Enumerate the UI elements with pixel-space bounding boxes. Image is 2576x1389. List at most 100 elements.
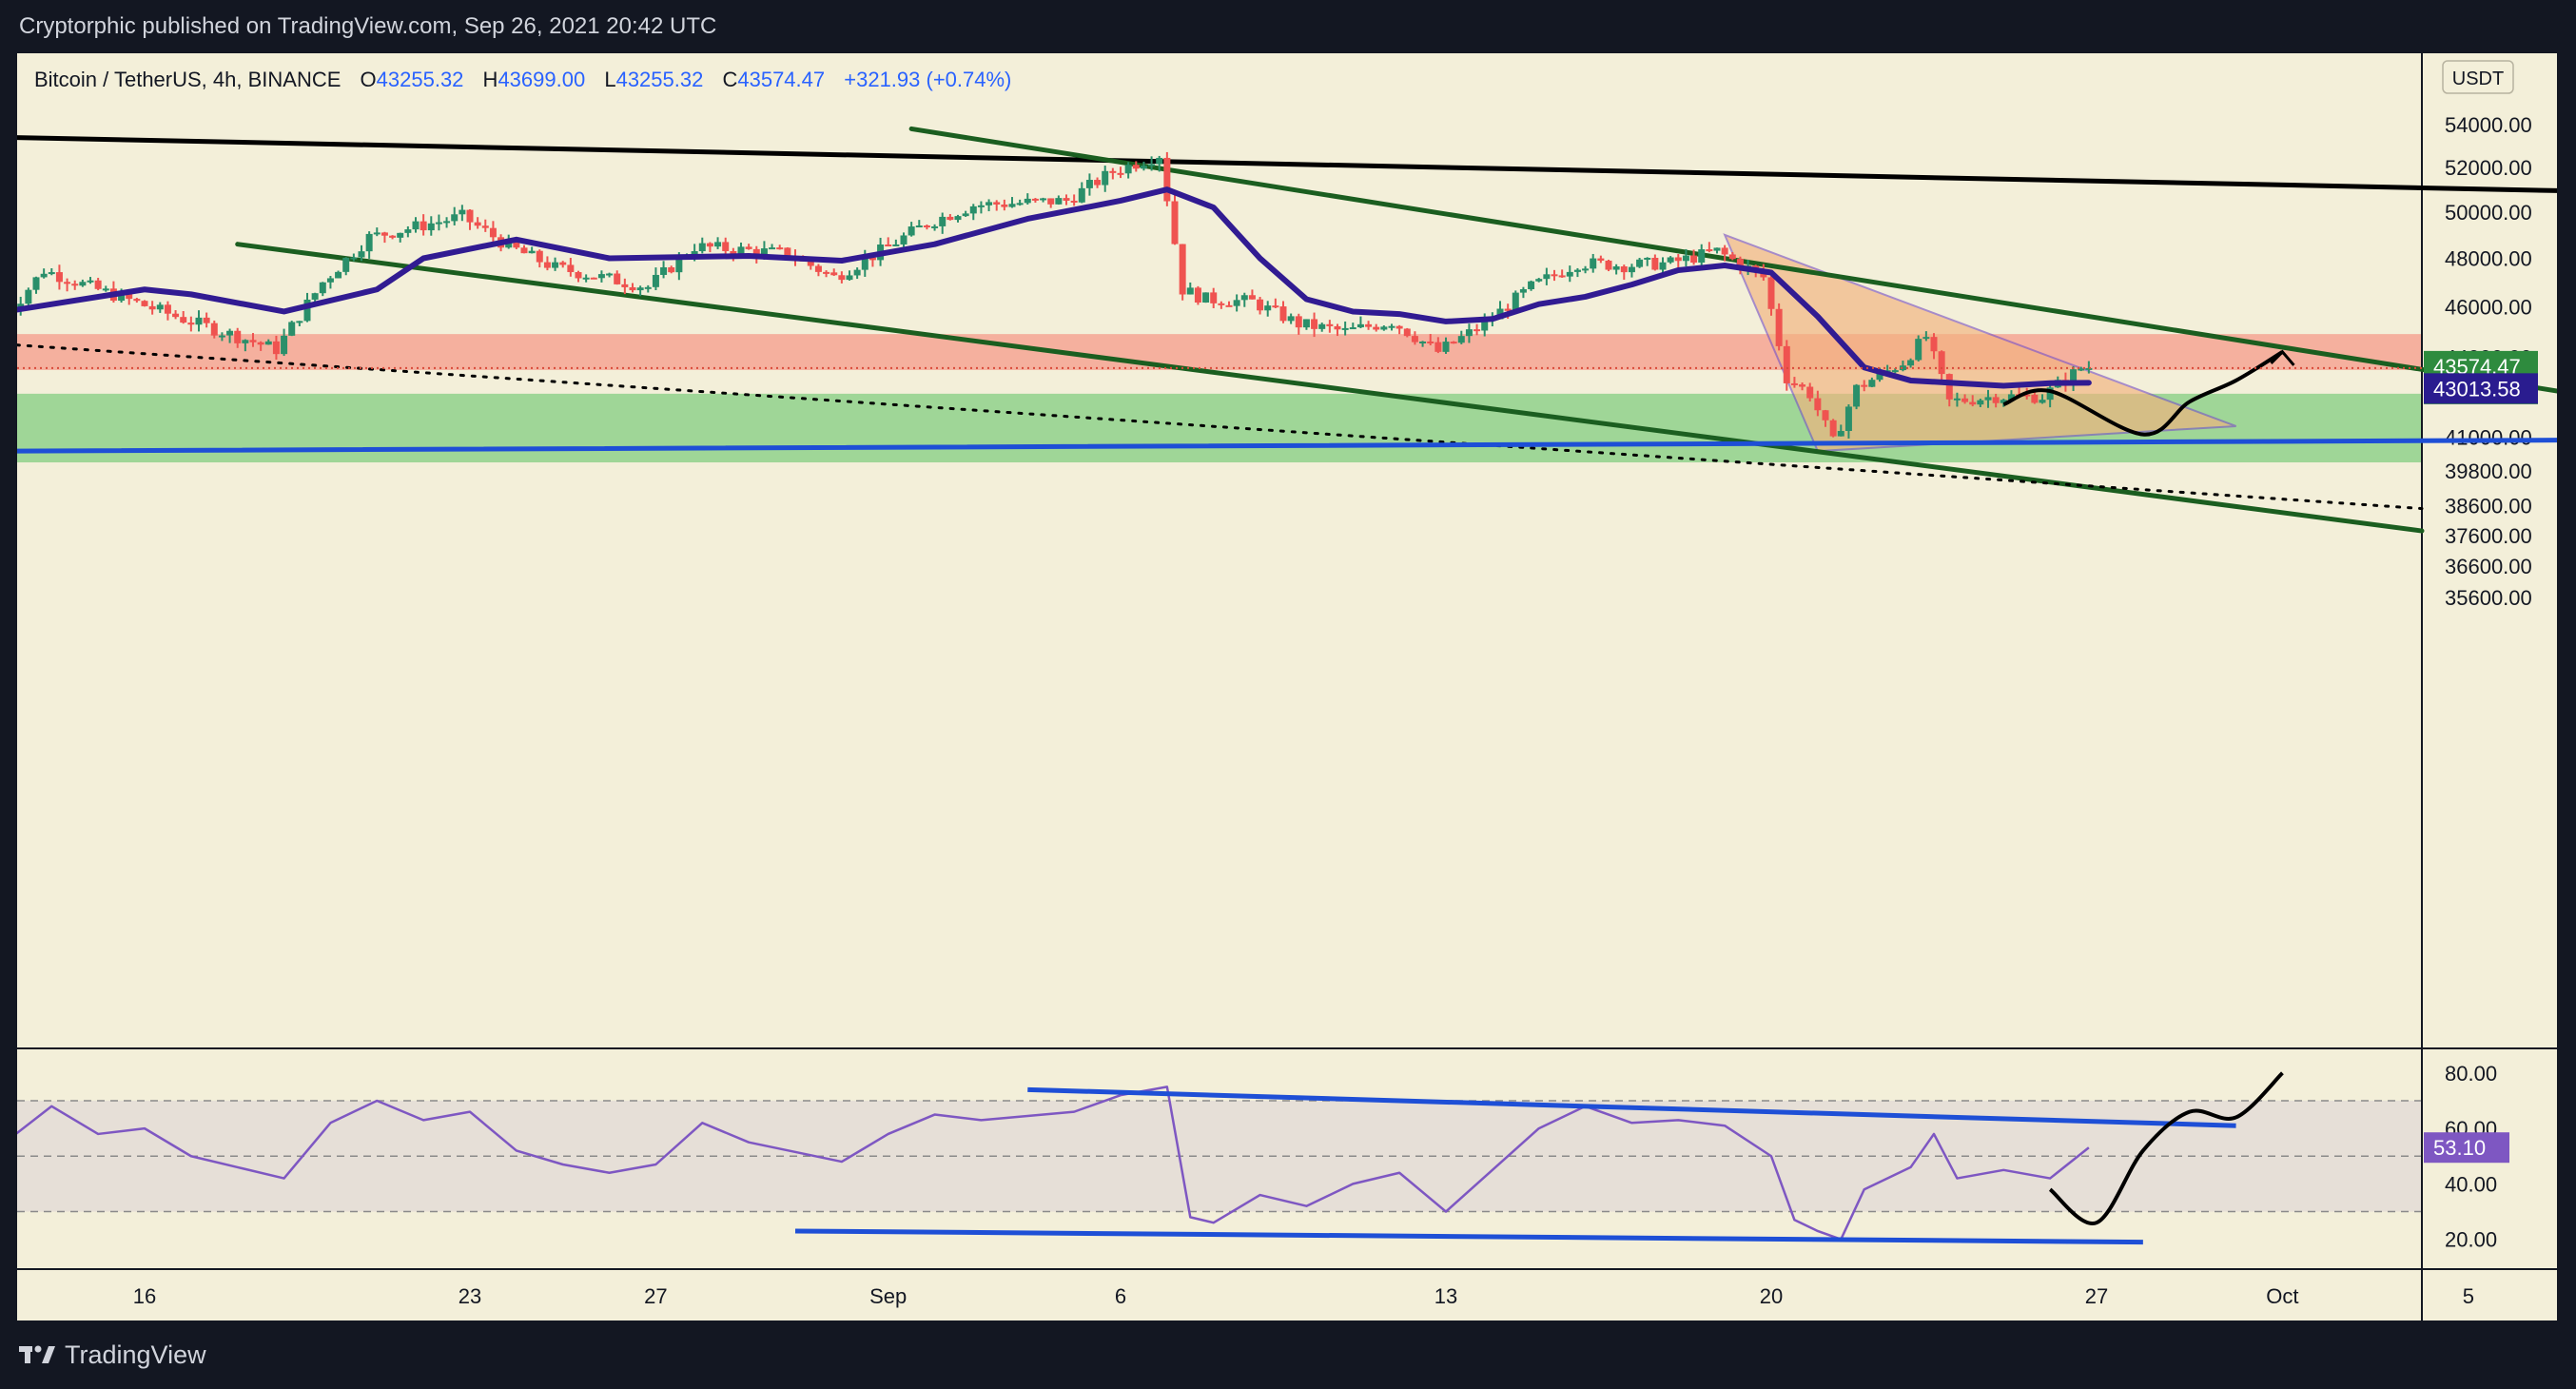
candle-body <box>652 274 659 287</box>
candle-body <box>319 282 326 294</box>
tradingview-logo[interactable]: TradingView <box>19 1338 206 1372</box>
rsi-trendline <box>794 1228 2143 1245</box>
high-label: H <box>482 68 498 91</box>
candle-body <box>350 257 358 260</box>
candle-body <box>946 216 954 221</box>
candle-body <box>1806 386 1814 399</box>
candle-body <box>381 232 388 236</box>
candle-body <box>1264 305 1272 311</box>
candle-body <box>1829 420 1837 437</box>
candle-body <box>1124 165 1132 174</box>
candle-body <box>1210 292 1218 303</box>
rsi-tick-label: 40.00 <box>2445 1172 2497 1196</box>
candle-body <box>1094 180 1102 186</box>
candle-body <box>1961 398 1969 402</box>
candle-body <box>404 229 412 233</box>
candle-body <box>1519 289 1527 293</box>
date-tick-label: 13 <box>1434 1284 1457 1308</box>
candle-body <box>1899 365 1906 371</box>
date-tick-label: 16 <box>133 1284 156 1308</box>
candle-body <box>226 330 234 336</box>
candle-body <box>389 235 397 238</box>
candle-body <box>861 257 868 270</box>
candle-body <box>79 282 87 286</box>
candle-body <box>203 317 210 323</box>
candle-body <box>1473 329 1481 332</box>
chart-frame[interactable]: 54000.00 52000.00 50000.00 48000.00 46000.00… <box>17 53 2557 1321</box>
candle-body <box>868 257 876 261</box>
candle-body <box>481 225 489 228</box>
candle-body <box>156 304 164 310</box>
candle-body <box>1682 255 1689 262</box>
candle-body <box>575 272 582 279</box>
candle-body <box>1024 198 1031 204</box>
candle-body <box>1667 257 1674 263</box>
candles-group <box>17 151 2093 439</box>
candle-body <box>474 222 481 226</box>
candle-body <box>1419 341 1427 343</box>
candle-body <box>25 289 32 304</box>
low-value: 43255.32 <box>615 68 704 91</box>
candle-body <box>257 342 264 345</box>
candle-body <box>660 266 668 275</box>
candle-body <box>2007 394 2015 401</box>
candle-body <box>443 221 451 224</box>
candle-body <box>706 243 713 247</box>
candle-body <box>1582 268 1590 271</box>
candle-body <box>846 275 853 281</box>
candle-body <box>2031 394 2039 403</box>
candle-body <box>1031 198 1039 201</box>
trendline-blue-support <box>17 438 2557 454</box>
candle-body <box>1783 345 1790 383</box>
candle-body <box>931 225 939 228</box>
price-tick-label: 54000.00 <box>2445 113 2532 137</box>
candle-body <box>55 272 63 283</box>
candle-body <box>281 335 288 355</box>
candle-body <box>133 299 141 302</box>
candle-body <box>1736 259 1744 269</box>
candle-body <box>303 299 311 322</box>
price-tick-label: 48000.00 <box>2445 247 2532 271</box>
candle-body <box>1257 299 1264 311</box>
candle-body <box>1302 319 1310 328</box>
candle-body <box>760 248 768 257</box>
candle-body <box>1240 295 1248 301</box>
candle-body <box>722 242 730 251</box>
candle-body <box>730 250 737 255</box>
candle-body <box>1341 327 1349 330</box>
candle-body <box>1566 271 1573 277</box>
candle-body <box>164 304 171 314</box>
candle-body <box>644 286 652 289</box>
chart-svg[interactable]: 54000.00 52000.00 50000.00 48000.00 46000.00… <box>17 53 2557 1321</box>
candle-body <box>1442 342 1450 352</box>
candle-body <box>1334 325 1341 330</box>
candle-body <box>451 214 459 222</box>
header-bar: Cryptorphic published on TradingView.com… <box>0 0 2576 53</box>
currency-badge[interactable] <box>2442 60 2514 94</box>
candle-body <box>838 275 846 281</box>
candle-body <box>1659 262 1667 270</box>
candle-body <box>675 256 683 273</box>
trendline-black-dotted <box>17 343 2424 511</box>
candle-body <box>1573 269 1581 272</box>
date-tick-label: 27 <box>2085 1284 2108 1308</box>
candle-body <box>1674 257 1682 262</box>
rsi-projected-path <box>2048 1071 2284 1225</box>
candle-body <box>102 288 109 291</box>
candle-body <box>528 250 536 254</box>
candle-body <box>1992 397 2000 403</box>
price-tick-label: 50000.00 <box>2445 201 2532 225</box>
candle-body <box>1876 371 1883 381</box>
candle-body <box>993 202 1001 205</box>
candle-body <box>1984 397 1992 401</box>
candle-body <box>172 313 180 318</box>
candle-body <box>1721 247 1728 255</box>
candle-body <box>264 341 272 345</box>
candle-body <box>1853 384 1861 407</box>
candle-body <box>1179 244 1186 295</box>
candle-body <box>40 273 48 278</box>
candle-body <box>420 221 427 231</box>
candle-body <box>234 330 242 343</box>
candle-body <box>1132 165 1140 169</box>
change-value: +321.93 (+0.74%) <box>844 68 1012 91</box>
